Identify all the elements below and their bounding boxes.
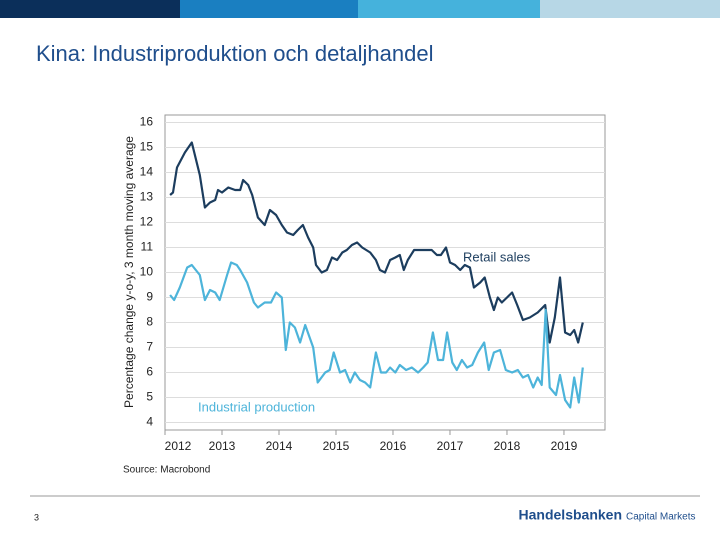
x-tick-label: 2016 (380, 439, 407, 453)
y-tick-label: 14 (140, 165, 154, 179)
series-label: Industrial production (198, 399, 315, 414)
header-bar (0, 0, 180, 18)
series-line (169, 141, 584, 344)
y-tick-label: 6 (146, 365, 153, 379)
x-tick-label: 2019 (551, 439, 578, 453)
x-tick-label: 2018 (494, 439, 521, 453)
y-tick-label: 15 (140, 140, 154, 154)
header-bar (358, 0, 540, 18)
header-bar (540, 0, 720, 18)
page-number: 3 (34, 512, 39, 522)
x-tick-label: 2014 (266, 439, 293, 453)
series-line (169, 261, 584, 409)
y-tick-label: 11 (141, 240, 154, 254)
y-tick-label: 7 (146, 340, 153, 354)
x-tick-label: 2012 (165, 439, 192, 453)
y-tick-label: 8 (146, 315, 153, 329)
y-tick-label: 16 (140, 115, 154, 129)
y-tick-label: 12 (140, 215, 154, 229)
source: Source: Macrobond (123, 465, 210, 476)
y-tick-label: 10 (140, 265, 154, 279)
series-label: Retail sales (463, 249, 531, 264)
x-tick-label: 2015 (323, 439, 350, 453)
y-tick-label: 4 (146, 415, 153, 429)
y-tick-label: 5 (146, 390, 153, 404)
slide-title: Kina: Industriproduktion och detaljhande… (36, 41, 434, 66)
x-tick-label: 2017 (437, 439, 464, 453)
x-tick-label: 2013 (209, 439, 236, 453)
y-axis-label: Percentage change y-o-y, 3 month moving … (122, 136, 136, 408)
logo: Handelsbanken (519, 507, 622, 523)
y-tick-label: 9 (146, 290, 153, 304)
y-tick-label: 13 (140, 190, 154, 204)
logo-sub: Capital Markets (626, 512, 695, 523)
header-bar (180, 0, 358, 18)
